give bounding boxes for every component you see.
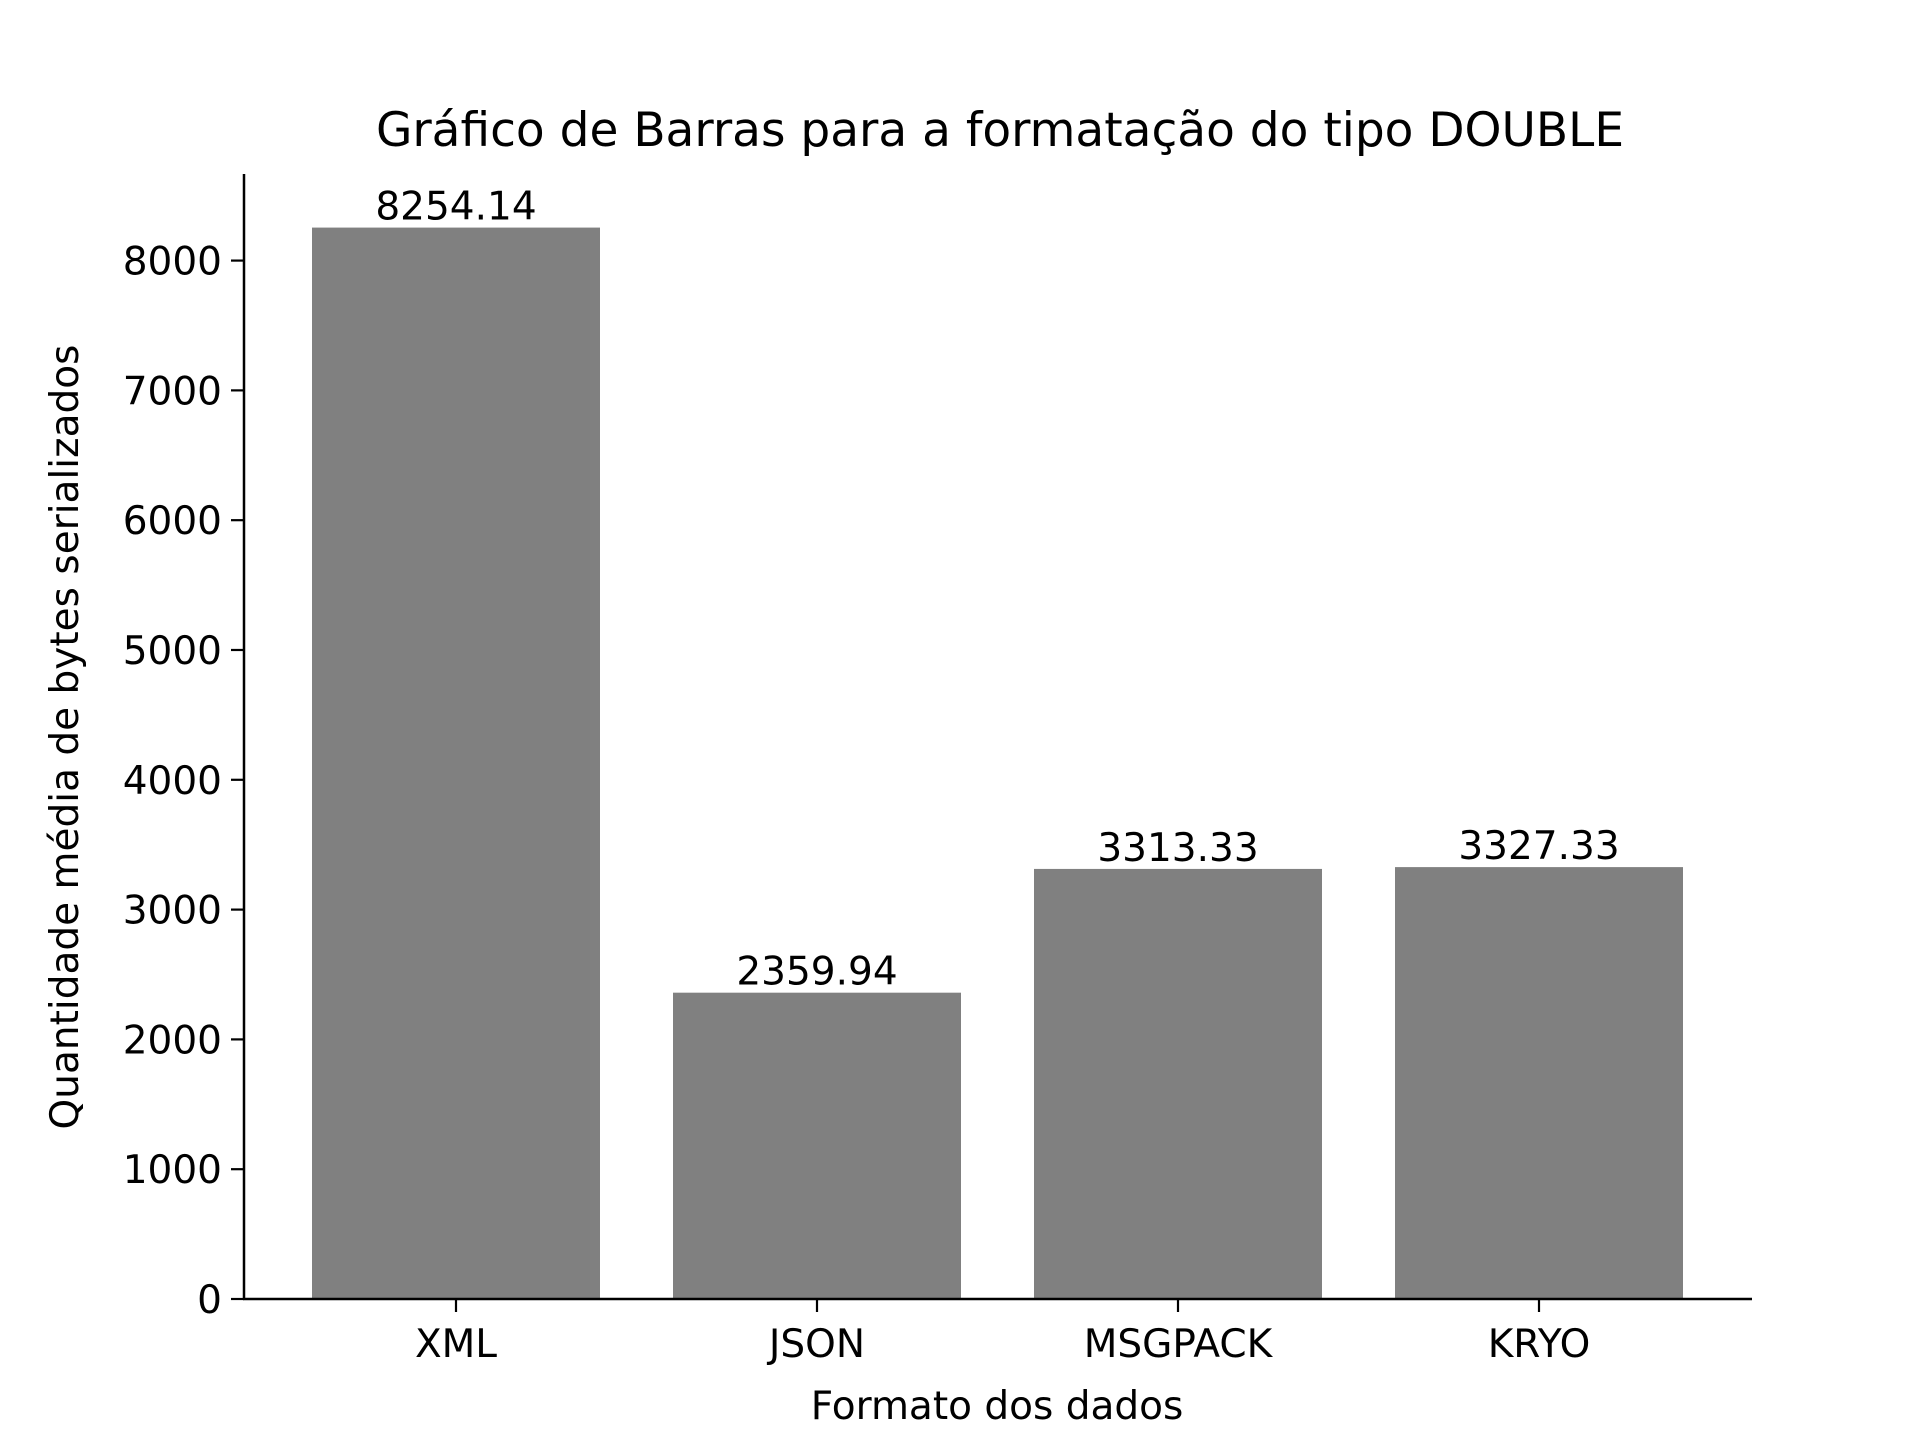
bar-kryo (1395, 867, 1683, 1299)
data-label-xml: 8254.14 (375, 185, 536, 230)
y-tick-label: 5000 (123, 629, 222, 674)
y-tick-label: 4000 (123, 759, 222, 804)
chart-title: Gráfico de Barras para a formatação do t… (376, 103, 1624, 158)
x-tick-label: KRYO (1488, 1322, 1591, 1367)
bar-json (673, 992, 961, 1299)
bar-msgpack (1034, 868, 1322, 1299)
y-axis-label: Quantidade média de bytes serializados (43, 345, 88, 1130)
bars-layer (312, 227, 1683, 1300)
bar-xml (312, 227, 600, 1300)
y-tick-label: 1000 (123, 1148, 222, 1193)
data-label-msgpack: 3313.33 (1097, 826, 1258, 871)
y-tick-label: 2000 (123, 1018, 222, 1063)
data-label-kryo: 3327.33 (1458, 824, 1619, 869)
y-tick-label: 7000 (123, 369, 222, 414)
x-tick-label: MSGPACK (1084, 1322, 1274, 1367)
data-labels-layer: 8254.14 2359.94 3313.33 3327.33 (375, 185, 1619, 995)
y-tick-label: 0 (197, 1278, 222, 1323)
y-tick-label: 6000 (123, 499, 222, 544)
y-tick-label: 3000 (123, 889, 222, 934)
x-tick-label: XML (415, 1322, 497, 1367)
data-label-json: 2359.94 (736, 950, 897, 995)
y-axis-ticks: 0 1000 2000 3000 4000 5000 6000 7000 8000 (123, 240, 244, 1323)
x-axis-label: Formato dos dados (811, 1384, 1184, 1429)
y-tick-label: 8000 (123, 240, 222, 285)
x-axis-ticks: XML JSON MSGPACK KRYO (415, 1299, 1590, 1367)
x-tick-label: JSON (766, 1322, 865, 1367)
